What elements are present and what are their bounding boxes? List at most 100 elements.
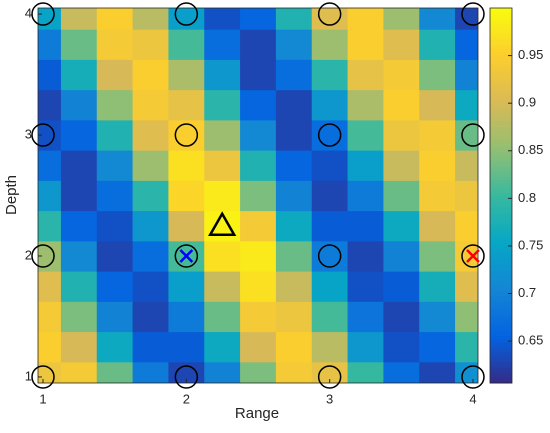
heat-cell bbox=[383, 240, 420, 272]
colorbar-frame bbox=[489, 7, 513, 384]
marker-circle bbox=[174, 244, 199, 268]
heat-cell bbox=[38, 8, 62, 30]
colorbar-swatch bbox=[490, 333, 512, 337]
colorbar-swatch bbox=[490, 245, 512, 250]
heat-cell bbox=[240, 29, 277, 60]
marker-circle bbox=[174, 123, 199, 147]
heat-cell bbox=[240, 301, 277, 333]
heat-cell bbox=[240, 240, 277, 272]
colorbar-swatch bbox=[490, 326, 512, 331]
heat-cell bbox=[168, 361, 205, 383]
colorbar-swatch bbox=[490, 64, 512, 68]
heat-cell bbox=[383, 180, 420, 212]
heat-cell bbox=[240, 331, 277, 363]
heat-cell bbox=[275, 89, 313, 121]
heat-cell bbox=[38, 240, 62, 272]
heat-cell bbox=[38, 271, 62, 302]
colorbar-swatch bbox=[490, 348, 512, 353]
colorbar-swatch bbox=[490, 289, 512, 293]
heat-cell bbox=[168, 29, 205, 60]
heat-cell bbox=[204, 29, 241, 60]
colorbar-swatch bbox=[490, 264, 512, 268]
colorbar-swatch bbox=[490, 95, 512, 100]
heat-cell bbox=[96, 29, 134, 60]
heat-cell bbox=[204, 301, 241, 333]
colorbar-swatch bbox=[490, 373, 512, 378]
colorbar-swatch bbox=[490, 279, 512, 284]
colorbar-swatch bbox=[490, 158, 512, 162]
heat-cell bbox=[311, 271, 349, 302]
colorbar-swatch bbox=[490, 129, 512, 134]
marker-circle bbox=[31, 2, 55, 26]
colorbar-swatch bbox=[490, 98, 512, 103]
colorbar-swatch bbox=[490, 204, 512, 209]
colorbar-tick-label: 0.85 bbox=[518, 142, 543, 157]
heat-cell bbox=[455, 89, 478, 121]
heat-cell bbox=[132, 180, 169, 212]
heat-cell bbox=[347, 59, 384, 91]
heat-cell bbox=[38, 210, 62, 242]
colorbar-tick-label: 0.95 bbox=[518, 47, 543, 62]
heat-cell bbox=[383, 361, 420, 383]
heat-cell bbox=[419, 240, 456, 272]
colorbar-swatch bbox=[490, 36, 512, 40]
colorbar-swatch bbox=[490, 89, 512, 93]
colorbar-swatch bbox=[490, 29, 512, 34]
marker-circle bbox=[317, 123, 342, 147]
heat-cell bbox=[96, 301, 134, 333]
heat-cell bbox=[347, 240, 384, 272]
heat-cell bbox=[168, 89, 205, 121]
colorbar-swatch bbox=[490, 376, 512, 381]
heat-cell bbox=[383, 8, 420, 30]
colorbar-swatch bbox=[490, 276, 512, 281]
colorbar-swatch bbox=[490, 229, 512, 234]
colorbar-swatch bbox=[490, 151, 512, 156]
marker-circle bbox=[461, 244, 485, 268]
colorbar-swatch bbox=[490, 351, 512, 356]
colorbar-swatch bbox=[490, 51, 512, 56]
x-axis-label: Range bbox=[235, 405, 279, 422]
x-tick-label: 2 bbox=[183, 391, 190, 406]
heat-cell bbox=[383, 59, 420, 91]
heat-cell bbox=[38, 150, 62, 181]
colorbar-swatch bbox=[490, 114, 512, 118]
colorbar-swatch bbox=[490, 108, 512, 112]
heat-cell bbox=[311, 29, 349, 60]
heat-cell bbox=[275, 119, 313, 151]
colorbar-swatch bbox=[490, 323, 512, 328]
heat-cell bbox=[60, 29, 98, 60]
heat-cell bbox=[383, 301, 420, 333]
heat-cell bbox=[383, 150, 420, 181]
colorbar-swatch bbox=[490, 336, 512, 340]
heat-cell bbox=[38, 331, 62, 363]
heat-cell bbox=[60, 301, 98, 333]
plot-frame bbox=[37, 7, 479, 384]
heat-cell bbox=[347, 150, 384, 181]
colorbar-swatch bbox=[490, 192, 512, 196]
heat-cell bbox=[311, 150, 349, 181]
colorbar-tick-label: 0.8 bbox=[518, 190, 536, 205]
heat-cell bbox=[240, 89, 277, 121]
colorbar-swatch bbox=[490, 136, 512, 140]
marker-circle bbox=[31, 365, 55, 389]
colorbar-swatch bbox=[490, 11, 512, 15]
colorbar-swatch bbox=[490, 8, 512, 12]
colorbar-swatch bbox=[490, 33, 512, 37]
heat-cell bbox=[96, 331, 134, 363]
heat-cell bbox=[347, 331, 384, 363]
colorbar-swatch bbox=[490, 361, 512, 365]
heat-cell bbox=[455, 331, 478, 363]
heat-cell bbox=[96, 180, 134, 212]
heat-cell bbox=[204, 331, 241, 363]
heat-cell bbox=[347, 301, 384, 333]
heat-cell bbox=[455, 361, 478, 383]
heat-cell bbox=[455, 271, 478, 302]
colorbar-swatch bbox=[490, 173, 512, 178]
heat-cell bbox=[60, 180, 98, 212]
colorbar-swatch bbox=[490, 54, 512, 59]
marker-circle bbox=[461, 123, 485, 147]
marker-circle bbox=[31, 123, 55, 147]
heat-cell bbox=[455, 119, 478, 151]
colorbar-tick-label: 0.75 bbox=[518, 237, 543, 252]
heat-cell bbox=[455, 150, 478, 181]
